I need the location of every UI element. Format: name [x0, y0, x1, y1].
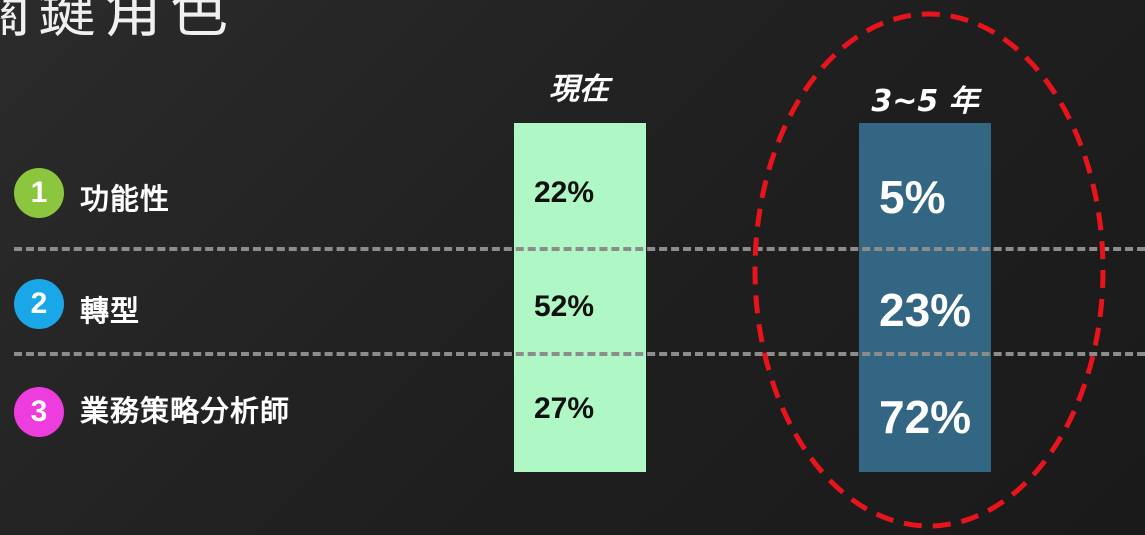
row-1-now-value: 22% [534, 176, 595, 209]
row-1-future-value: 5% [879, 171, 946, 223]
row-divider-2 [14, 352, 1145, 356]
row-1-label: 功能性 [80, 182, 171, 216]
now-column-bar [514, 123, 646, 472]
row-divider-1 [14, 247, 1145, 251]
row-2-future-value: 23% [879, 284, 972, 336]
row-3-label: 業務策略分析師 [80, 394, 291, 428]
row-3-number-badge: 3 [14, 387, 64, 437]
row-1-number-badge: 1 [14, 168, 64, 218]
row-2-label: 轉型 [80, 294, 141, 328]
row-2-now-value: 52% [534, 290, 595, 323]
page-title: 關鍵角色 [0, 0, 237, 45]
column-header-now: 現在 [549, 72, 609, 107]
column-header-future: 3~5 年 [871, 84, 979, 119]
row-2-number-badge: 2 [14, 279, 64, 329]
row-3-now-value: 27% [534, 392, 595, 425]
row-3-future-value: 72% [879, 391, 972, 443]
